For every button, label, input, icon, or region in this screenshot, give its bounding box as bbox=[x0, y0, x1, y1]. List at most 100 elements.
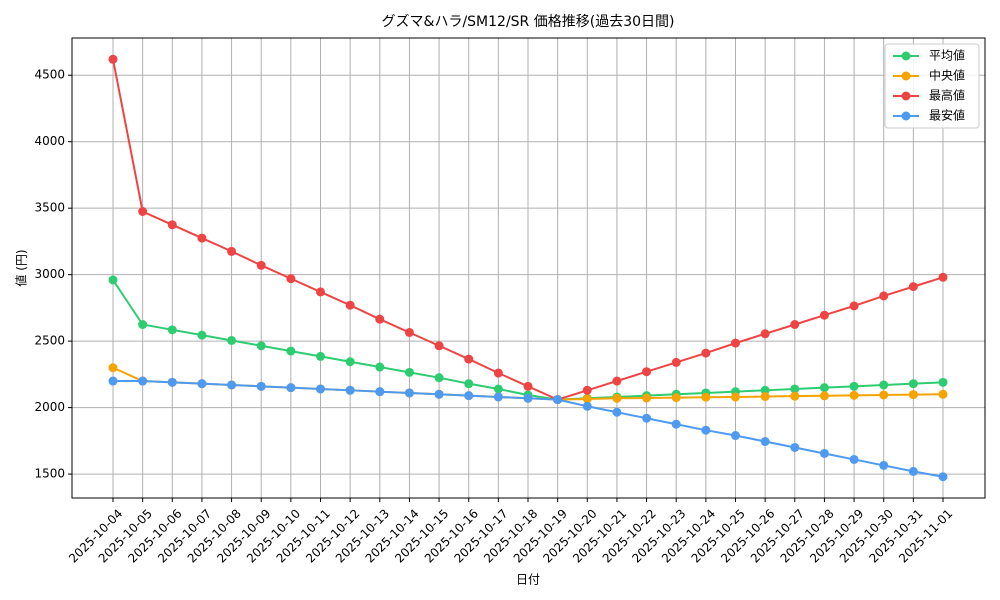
data-point bbox=[731, 431, 740, 441]
data-point bbox=[819, 310, 829, 320]
legend-label: 中央値 bbox=[929, 68, 965, 83]
legend-marker bbox=[901, 51, 911, 61]
data-point bbox=[760, 392, 770, 402]
data-point bbox=[731, 392, 740, 402]
data-point bbox=[375, 362, 385, 372]
data-point bbox=[879, 291, 889, 301]
data-point bbox=[849, 390, 859, 400]
data-point bbox=[642, 393, 652, 403]
data-point bbox=[464, 391, 474, 401]
data-point bbox=[553, 395, 563, 405]
data-point bbox=[167, 220, 177, 230]
data-point bbox=[938, 472, 948, 482]
data-point bbox=[108, 363, 118, 373]
data-point bbox=[849, 301, 859, 311]
legend-label: 最高値 bbox=[929, 88, 965, 103]
y-tick-label: 2500 bbox=[34, 334, 65, 348]
y-tick-label: 4500 bbox=[34, 68, 65, 82]
data-point bbox=[790, 320, 800, 330]
data-point bbox=[464, 379, 474, 389]
data-point bbox=[345, 357, 355, 367]
data-point bbox=[938, 389, 948, 399]
y-axis-label: 値 (円) bbox=[14, 249, 29, 286]
data-point bbox=[671, 419, 681, 429]
data-point bbox=[819, 383, 829, 393]
data-point bbox=[612, 407, 622, 417]
data-point bbox=[434, 341, 444, 351]
data-point bbox=[404, 388, 414, 398]
data-point bbox=[582, 401, 592, 411]
data-point bbox=[493, 392, 503, 402]
chart-title: グズマ&ハラ/SM12/SR 価格推移(過去30日間) bbox=[382, 14, 675, 30]
data-point bbox=[908, 466, 918, 476]
data-point bbox=[256, 341, 266, 351]
data-point bbox=[167, 377, 177, 387]
data-point bbox=[671, 357, 681, 367]
data-point bbox=[908, 282, 918, 292]
data-point bbox=[760, 436, 770, 446]
x-axis-label: 日付 bbox=[516, 573, 540, 587]
data-point bbox=[938, 377, 948, 387]
data-point bbox=[938, 272, 948, 282]
data-point bbox=[197, 330, 207, 340]
data-point bbox=[256, 381, 266, 391]
data-point bbox=[849, 454, 859, 464]
data-point bbox=[879, 390, 889, 400]
data-point bbox=[138, 376, 148, 386]
data-point bbox=[256, 260, 266, 270]
data-point bbox=[731, 338, 740, 348]
data-point bbox=[642, 413, 652, 423]
data-point bbox=[879, 460, 889, 470]
data-point bbox=[582, 385, 592, 395]
data-point bbox=[375, 314, 385, 324]
data-point bbox=[493, 368, 503, 378]
data-point bbox=[138, 320, 148, 330]
data-point bbox=[434, 389, 444, 399]
data-point bbox=[404, 327, 414, 337]
y-tick-label: 1500 bbox=[34, 467, 65, 481]
legend-marker bbox=[901, 71, 911, 81]
data-point bbox=[316, 384, 325, 394]
data-point bbox=[908, 390, 918, 400]
data-point bbox=[108, 376, 118, 386]
data-point bbox=[286, 274, 296, 284]
data-point bbox=[345, 300, 355, 310]
y-tick-label: 3000 bbox=[34, 267, 65, 281]
y-tick-label: 3500 bbox=[34, 201, 65, 215]
data-point bbox=[790, 384, 800, 394]
data-point bbox=[197, 379, 207, 389]
data-point bbox=[908, 379, 918, 389]
data-point bbox=[701, 425, 711, 435]
data-point bbox=[404, 367, 414, 377]
data-point bbox=[790, 391, 800, 401]
data-point bbox=[701, 348, 711, 358]
data-point bbox=[819, 448, 829, 458]
y-tick-label: 2000 bbox=[34, 400, 65, 414]
data-point bbox=[612, 393, 622, 403]
legend-marker bbox=[901, 91, 911, 101]
data-point bbox=[493, 384, 503, 394]
data-point bbox=[316, 287, 325, 297]
data-point bbox=[227, 335, 237, 345]
data-point bbox=[790, 442, 800, 452]
data-point bbox=[286, 346, 296, 356]
data-point bbox=[760, 329, 770, 339]
data-point bbox=[138, 206, 148, 216]
data-point bbox=[879, 380, 889, 390]
data-point bbox=[316, 351, 325, 361]
data-point bbox=[227, 246, 237, 256]
data-point bbox=[108, 275, 118, 285]
data-point bbox=[642, 367, 652, 377]
data-point bbox=[227, 380, 237, 390]
legend-label: 最安値 bbox=[929, 108, 965, 123]
legend-box bbox=[884, 43, 980, 129]
data-point bbox=[701, 392, 711, 402]
legend-label: 平均値 bbox=[929, 48, 965, 63]
data-point bbox=[523, 381, 533, 391]
data-point bbox=[582, 394, 592, 404]
plot-frame bbox=[71, 37, 986, 499]
data-point bbox=[434, 373, 444, 383]
data-point bbox=[375, 387, 385, 397]
